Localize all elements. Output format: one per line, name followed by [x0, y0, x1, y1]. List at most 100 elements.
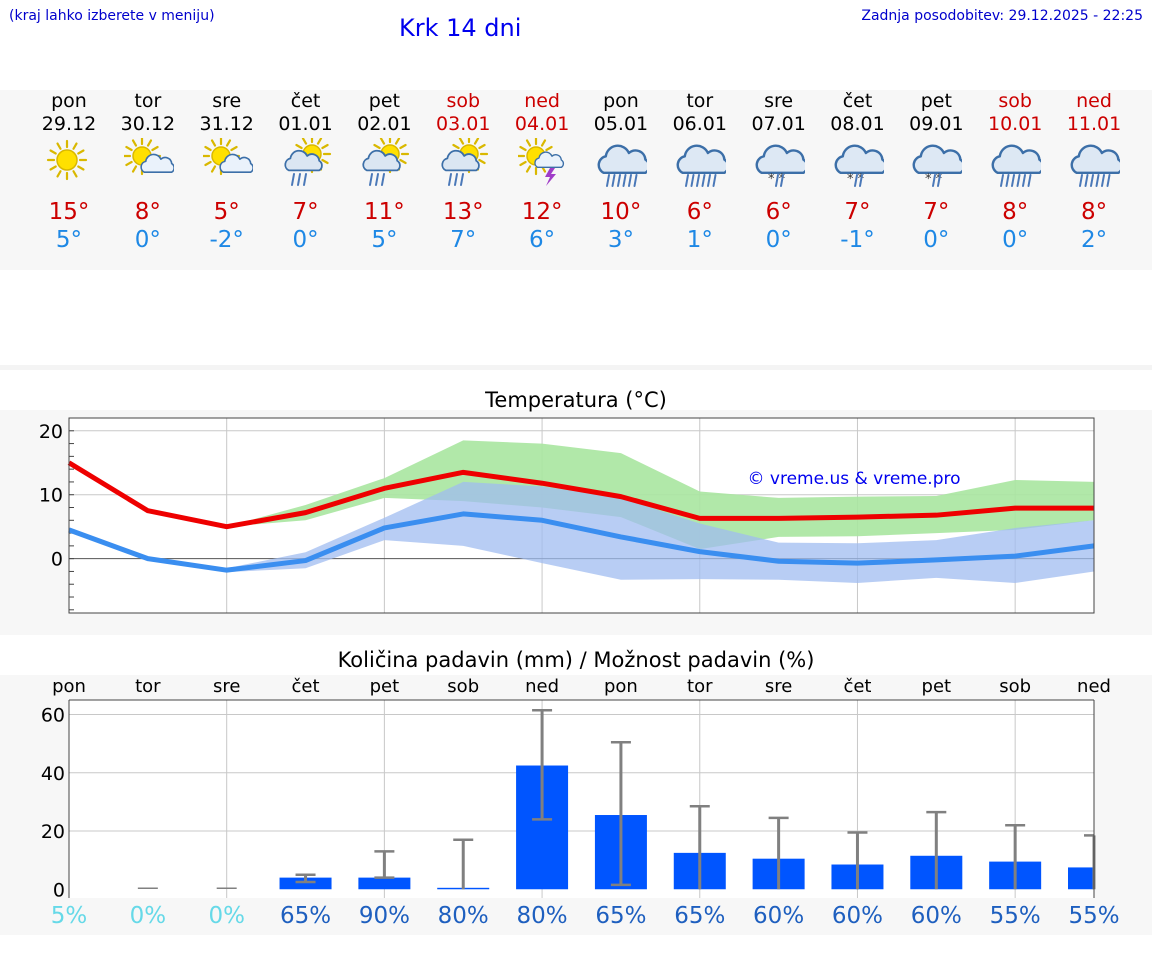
day-date: 06.01 — [672, 113, 727, 135]
sun-ray — [131, 139, 137, 147]
temp-max: 15° — [48, 199, 90, 225]
sun-ray — [146, 139, 152, 147]
day-date: 31.12 — [199, 113, 254, 135]
sun-disc — [56, 149, 78, 171]
y-tick-label: 20 — [39, 421, 63, 443]
day-name: pet — [368, 90, 400, 112]
temp-min: 0° — [765, 227, 792, 253]
sun-ray — [452, 143, 460, 150]
cloud-shape — [834, 144, 884, 175]
rain-icon — [1070, 144, 1121, 187]
sun-rain-icon — [362, 138, 410, 186]
sun-ray — [56, 170, 62, 178]
rain-drop — [611, 174, 616, 187]
temp-min: 1° — [686, 227, 713, 253]
cloud-outline — [362, 149, 402, 172]
day-name: tor — [686, 90, 714, 112]
precip-day-label: ned — [1077, 676, 1111, 697]
sun-ray — [210, 165, 216, 173]
sun-ray — [399, 158, 408, 165]
temp-min: 7° — [450, 227, 477, 253]
day-date: 01.01 — [278, 113, 333, 135]
day-date: 03.01 — [436, 113, 491, 135]
rain-drop — [302, 173, 307, 186]
temp-max: 13° — [442, 199, 484, 225]
rain-drop — [774, 174, 779, 187]
precip-day-label: pon — [52, 676, 86, 697]
rain-icon — [991, 144, 1042, 187]
sun-ray — [131, 165, 137, 173]
sun-cloud-icon — [123, 138, 174, 176]
precip-probability: 80% — [516, 903, 568, 929]
sun-ray — [478, 143, 486, 150]
last-updated: Zadnja posodobitev: 29.12.2025 - 22:25 — [861, 8, 1143, 24]
rain-drop — [1000, 174, 1005, 187]
sun-ray — [125, 160, 133, 167]
y-tick-label: 60 — [41, 705, 65, 727]
sun-ray — [151, 145, 159, 152]
cloud-shape — [1070, 144, 1121, 175]
day-date: 02.01 — [357, 113, 412, 135]
sun-ray — [49, 165, 57, 171]
rain-drop — [1095, 174, 1100, 187]
forecast-panel — [0, 90, 1152, 270]
precip-probability: 90% — [358, 903, 410, 929]
temp-max: 8° — [1002, 199, 1029, 225]
rain-drop — [1016, 174, 1021, 187]
location-hint: (kraj lahko izberete v meniju) — [9, 8, 215, 24]
day-name: sre — [764, 90, 794, 112]
day-name: sob — [998, 90, 1032, 112]
precip-day-label: tor — [135, 676, 161, 697]
sun-ray — [540, 139, 547, 147]
sun-ray — [49, 149, 57, 155]
cloud-outline — [1070, 144, 1121, 175]
divider — [0, 365, 1152, 370]
cloud-shape — [597, 144, 647, 175]
cloud-outline — [991, 144, 1042, 175]
precip-probability: 60% — [753, 903, 805, 929]
sun-ray — [210, 139, 216, 147]
temp-max: 7° — [292, 199, 319, 225]
precip-bar — [1068, 867, 1094, 890]
cloud-outline — [912, 144, 963, 175]
rain-drop — [633, 174, 638, 187]
temp-min: 0° — [923, 227, 950, 253]
sun-ray — [56, 142, 62, 150]
temp-min: 0° — [1002, 227, 1029, 253]
sun-ray — [77, 165, 85, 171]
day-name: pon — [51, 90, 87, 112]
day-date: 11.01 — [1066, 113, 1122, 135]
temp-min: -1° — [840, 227, 875, 253]
day-name: pon — [603, 90, 639, 112]
cloud-outline — [140, 153, 174, 173]
sun-ray — [125, 145, 133, 152]
precip-bar — [358, 877, 411, 890]
rain-drop — [1084, 174, 1089, 187]
rain-drop — [296, 173, 301, 186]
rain-drop — [779, 174, 784, 187]
rain-drop — [1022, 174, 1027, 187]
sun-ray — [77, 149, 85, 155]
sun-ray — [395, 138, 401, 145]
temp-max: 6° — [765, 199, 792, 225]
temperature-plot-frame — [68, 417, 1095, 614]
sun-ray — [525, 139, 532, 147]
temp-min: 5° — [371, 227, 398, 253]
temp-min: 2° — [1080, 227, 1108, 253]
y-tick-label: 20 — [41, 821, 65, 843]
snow-rain-icon: * * — [755, 144, 805, 187]
sun-ray — [320, 143, 329, 150]
sun-ray — [525, 165, 532, 173]
sun-ray — [474, 138, 480, 145]
precip-probability: 55% — [1068, 903, 1120, 929]
sun-rain-icon — [283, 138, 331, 186]
y-tick-label: 0 — [53, 879, 65, 901]
min-temperature-line — [68, 511, 1095, 573]
precip-probability: 55% — [989, 903, 1041, 929]
day-date: 05.01 — [593, 113, 649, 135]
rain-drop — [858, 174, 863, 187]
sun-ray — [225, 139, 231, 147]
precip-day-label: pon — [603, 676, 638, 697]
rain-icon — [676, 144, 726, 187]
